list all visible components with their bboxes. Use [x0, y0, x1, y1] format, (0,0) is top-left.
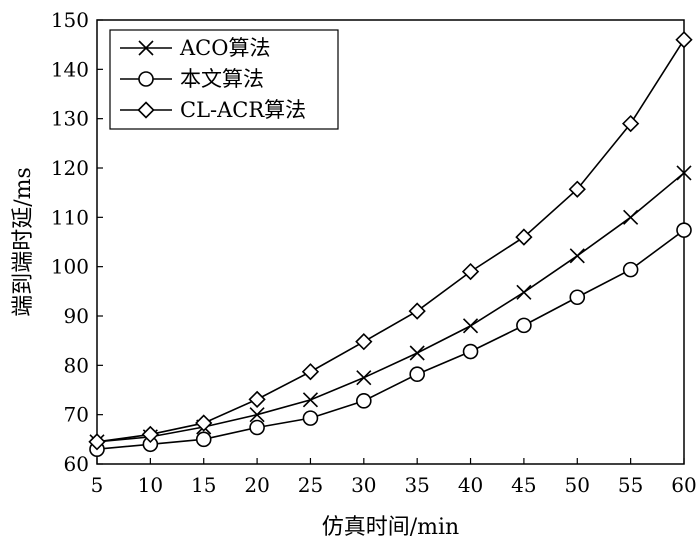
data-point	[249, 407, 265, 423]
data-point	[409, 345, 425, 361]
data-point	[515, 228, 533, 246]
data-point	[141, 425, 159, 444]
data-point	[302, 392, 319, 408]
data-point	[516, 284, 532, 300]
data-point	[623, 209, 639, 225]
y-tick-label: 90	[64, 304, 89, 328]
x-tick-label: 45	[511, 473, 536, 497]
legend-label: CL-ACR算法	[180, 98, 306, 122]
y-tick-label: 110	[51, 205, 89, 229]
y-tick-label: 80	[64, 353, 89, 377]
data-point	[408, 302, 426, 320]
data-point	[249, 419, 265, 436]
legend-marker	[138, 40, 154, 56]
y-tick-label: 100	[51, 255, 89, 279]
x-tick-label: 55	[618, 473, 643, 497]
x-tick-label: 40	[458, 473, 483, 497]
data-point	[462, 343, 479, 360]
data-point	[409, 366, 425, 383]
data-point	[462, 318, 479, 334]
data-point	[301, 363, 320, 381]
x-tick-label: 35	[404, 473, 429, 497]
data-point	[676, 165, 692, 181]
series-line	[96, 39, 685, 443]
x-axis-ticks: 5 10 15 20 25 30 35 40 45 50 55 60	[91, 458, 697, 497]
x-tick-label: 50	[565, 473, 590, 497]
legend-label: ACO算法	[179, 36, 270, 60]
series-circle	[89, 222, 692, 458]
y-axis-label: 端到端时延/ms	[11, 167, 36, 317]
data-point	[248, 390, 266, 409]
data-point	[568, 180, 586, 198]
data-point	[355, 333, 373, 351]
plot-border	[96, 19, 685, 465]
x-tick-label: 20	[244, 473, 269, 497]
data-point	[622, 114, 640, 133]
plot-frame	[96, 19, 685, 465]
data-point	[676, 222, 692, 238]
legend-item: CL-ACR算法	[120, 98, 306, 122]
data-point	[356, 393, 372, 409]
x-tick-label: 30	[351, 473, 376, 497]
x-tick-label: 5	[91, 473, 104, 497]
legend-item: 本文算法	[120, 67, 264, 91]
legend-label: 本文算法	[180, 67, 264, 91]
series-layer	[88, 31, 693, 458]
x-axis-label: 仿真时间/min	[322, 515, 459, 540]
y-axis-ticks: 60 70 80 90 100 110 120 130 140 150	[51, 8, 103, 476]
data-point	[675, 31, 693, 49]
legend-item: ACO算法	[120, 36, 270, 60]
x-tick-label: 25	[298, 473, 323, 497]
data-point	[569, 248, 585, 264]
legend-marker	[137, 101, 155, 119]
data-point	[88, 433, 106, 451]
y-tick-label: 120	[51, 156, 89, 180]
y-tick-label: 150	[51, 8, 89, 32]
x-tick-label: 60	[671, 473, 696, 497]
data-point	[461, 262, 480, 281]
x-tick-label: 10	[138, 473, 163, 497]
data-point	[622, 261, 639, 278]
series-diamond	[88, 31, 693, 451]
data-point	[356, 370, 372, 386]
series-x	[89, 165, 692, 450]
series-line	[96, 172, 685, 443]
y-tick-label: 70	[64, 403, 89, 427]
data-point	[302, 410, 319, 426]
y-tick-label: 140	[51, 57, 89, 81]
x-tick-label: 15	[191, 473, 216, 497]
legend-marker	[138, 71, 154, 87]
y-tick-label: 130	[51, 107, 89, 131]
data-point	[516, 317, 532, 334]
series-line	[96, 229, 685, 450]
data-point	[569, 289, 586, 306]
y-tick-label: 60	[64, 452, 89, 476]
data-point	[195, 431, 212, 448]
data-point	[195, 414, 213, 432]
